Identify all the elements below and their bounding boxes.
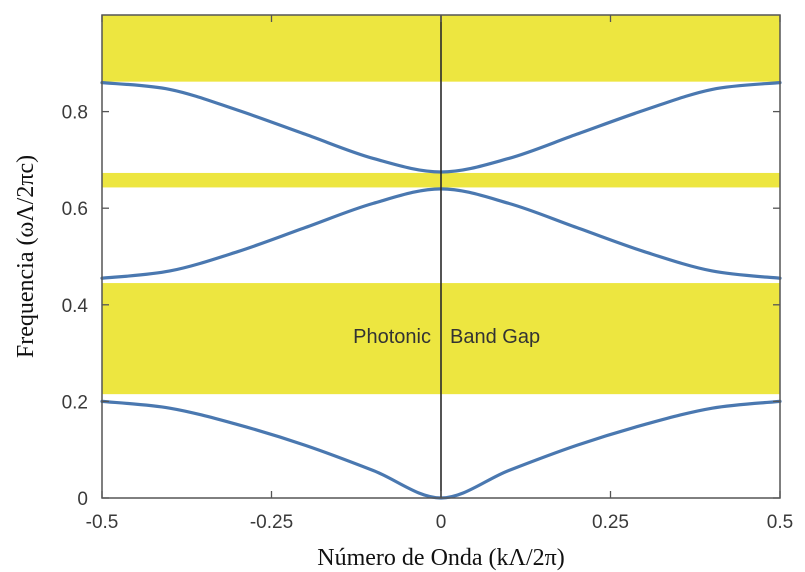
- x-tick-label: 0.25: [592, 512, 629, 533]
- x-axis-title: Número de Onda (kΛ/2π): [317, 545, 564, 571]
- y-tick-label: 0.2: [62, 392, 88, 413]
- axis-ticks: -0.5 -0.25 0 0.25 0.5 0 0.2 0.4 0.6 0.8: [62, 15, 793, 533]
- y-axis-title: Frequencia (ωΛ/2πc): [13, 155, 39, 358]
- gap-label-photonic: Photonic: [353, 326, 431, 348]
- gap-label-band-gap: Band Gap: [450, 326, 540, 348]
- x-tick-label: -0.5: [86, 512, 119, 533]
- y-tick-label: 0.6: [62, 199, 88, 220]
- y-tick-label: 0.4: [62, 296, 89, 317]
- x-tick-label: -0.25: [250, 512, 293, 533]
- y-tick-label: 0: [77, 489, 88, 510]
- x-tick-label: 0.5: [767, 512, 793, 533]
- y-tick-label: 0.8: [62, 103, 88, 124]
- x-tick-label: 0: [436, 512, 447, 533]
